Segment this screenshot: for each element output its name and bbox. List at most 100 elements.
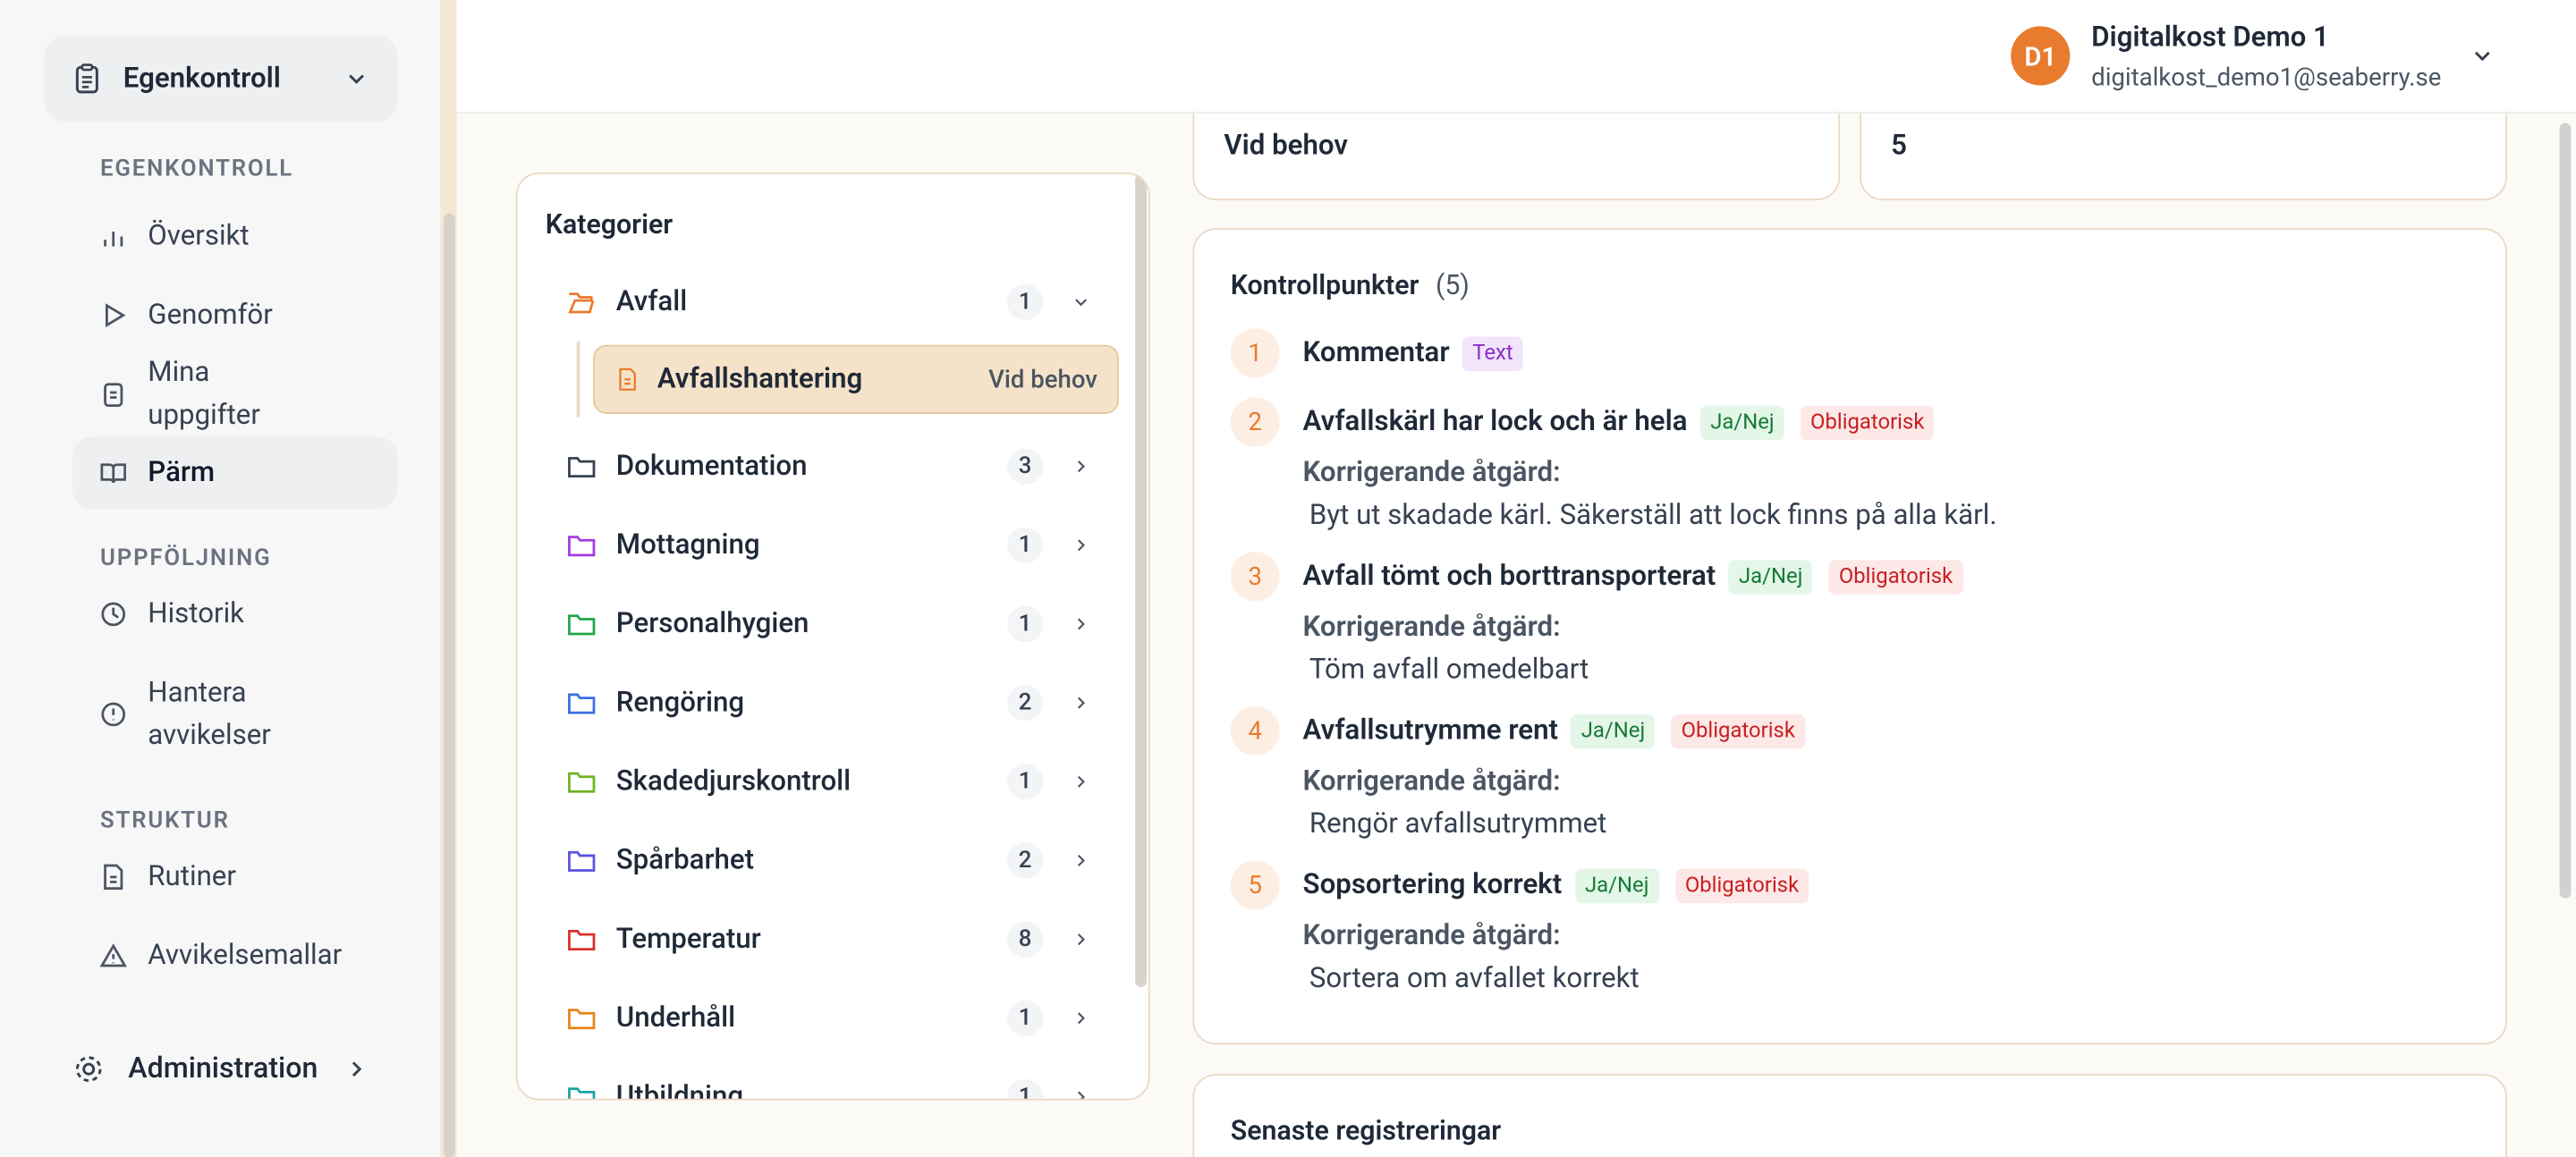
tag: Ja/Nej	[1571, 714, 1656, 748]
category-count: 8	[1006, 921, 1044, 958]
chevron	[1077, 1012, 1085, 1025]
scroll-thumb[interactable]	[1135, 173, 1148, 987]
module-name: Egenkontroll	[123, 62, 281, 96]
checkpoints-count: (5)	[1435, 271, 1470, 302]
action-label: Korrigerande åtgärd:	[1302, 764, 1561, 798]
category[interactable]: Avfall 1	[567, 263, 1089, 342]
chevron	[1077, 933, 1085, 946]
nav-icon	[104, 231, 123, 247]
folder-icon	[568, 614, 596, 636]
tag: Ja/Nej	[1728, 559, 1813, 594]
chevron	[349, 74, 364, 84]
clipboard-icon	[75, 63, 98, 94]
checkpoint-number: 2	[1230, 397, 1280, 447]
nav-icon	[104, 383, 123, 408]
category[interactable]: Rengöring 2	[567, 663, 1089, 742]
checkpoint-row: 5 Sopsortering korrekt Ja/Nej Obligatorisk	[1230, 860, 2479, 910]
chevron	[1077, 539, 1085, 552]
checkpoint-number: 3	[1230, 552, 1280, 602]
nav-heading: UPPFÖLJNING	[100, 545, 272, 572]
page-scroll-thumb[interactable]	[2559, 122, 2572, 899]
recent-title: Senaste registreringar	[1230, 1116, 1502, 1148]
nav-heading: STRUKTUR	[100, 807, 230, 835]
nav-label: Avvikelsemallar	[148, 939, 343, 973]
checkpoint-row: 1 Kommentar Text	[1230, 328, 2479, 378]
nav-label: Historik	[148, 597, 245, 631]
nav-label: Översikt	[148, 220, 250, 253]
category-count: 3	[1006, 448, 1044, 485]
nav-item[interactable]: Översikt	[72, 200, 398, 273]
admin-menu[interactable]: Administration	[72, 1040, 398, 1099]
folder-icon	[568, 536, 596, 557]
nav-icon	[100, 463, 126, 484]
nav-icon	[101, 602, 126, 627]
category[interactable]: Utbildning 1	[567, 1058, 1089, 1099]
routine[interactable]: Avfallshantering Vid behov	[593, 344, 1119, 414]
nav-heading: EGENKONTROLL	[100, 156, 293, 182]
category-count: 1	[1006, 1078, 1044, 1099]
action-label: Korrigerande åtgärd:	[1302, 611, 1561, 645]
nav-icon	[104, 864, 123, 891]
checkpoints-title: Kontrollpunkter	[1230, 271, 1419, 302]
nav-label: Genomför	[148, 299, 273, 333]
category-count: 1	[1006, 1000, 1044, 1036]
user-menu-chevron[interactable]	[2470, 45, 2494, 68]
checkpoint: 2 Avfallskärl har lock och är hela Ja/Nej O…	[1230, 397, 2479, 533]
scroll-thumb[interactable]	[443, 213, 455, 1157]
category-name: Temperatur	[615, 923, 761, 956]
checkpoint-number: 4	[1230, 705, 1280, 756]
category[interactable]: Skadedjurskontroll 1	[567, 742, 1089, 821]
nav-label: Pärm	[148, 456, 216, 490]
action-text: Rengör avfallsutrymmet	[1309, 807, 1607, 841]
nav-icon	[101, 702, 126, 727]
tag: Obligatorisk	[1671, 714, 1805, 748]
category[interactable]: Underhåll 1	[567, 979, 1089, 1058]
tag: Obligatorisk	[1828, 559, 1963, 594]
nav-item[interactable]: Pärm	[72, 436, 398, 510]
category-count: 1	[1006, 283, 1044, 321]
chevron	[1077, 460, 1085, 473]
nav-item[interactable]: Mina uppgifter	[72, 357, 398, 432]
module-menu[interactable]: Egenkontroll	[44, 36, 398, 122]
category-count: 1	[1006, 527, 1044, 564]
nav-label: Hantera avvikelser	[148, 676, 271, 753]
folder-icon	[568, 772, 596, 793]
gear-icon	[75, 1056, 102, 1083]
category-name: Personalhygien	[615, 607, 809, 641]
action-text: Byt ut skadade kärl. Säkerställ att lock…	[1309, 499, 1997, 533]
checkpoint-title: Kommentar	[1302, 336, 1450, 370]
chevron	[1077, 697, 1085, 709]
category[interactable]: Dokumentation 3	[567, 427, 1089, 506]
checkpoint-row: 2 Avfallskärl har lock och är hela Ja/Nej O…	[1230, 397, 2479, 447]
category[interactable]: Temperatur 8	[567, 900, 1089, 979]
chevron	[1075, 299, 1088, 307]
chevron	[1077, 1091, 1085, 1099]
category[interactable]: Mottagning 1	[567, 506, 1089, 585]
info-value: Vid behov	[1224, 130, 1348, 163]
checkpoint-title: Avfallsutrymme rent	[1302, 714, 1559, 747]
nav-item[interactable]: Genomför	[72, 279, 398, 351]
nav-item[interactable]: Avvikelsemallar	[72, 920, 398, 992]
category[interactable]: Personalhygien 1	[567, 585, 1089, 663]
avatar[interactable]: D1	[2011, 26, 2071, 86]
nav-item[interactable]: Hantera avvikelser	[72, 657, 398, 773]
category[interactable]: Spårbarhet 2	[567, 821, 1089, 899]
routine-wrap: Avfallshantering Vid behov	[576, 342, 1119, 418]
nav-item[interactable]: Historik	[72, 578, 398, 651]
categories-title: Kategorier	[545, 210, 674, 242]
category-name: Avfall	[615, 285, 688, 319]
checkpoint: 4 Avfallsutrymme rent Ja/Nej Obligatorisk Ko…	[1230, 705, 2479, 841]
category-name: Rengöring	[615, 686, 745, 720]
nav: EGENKONTROLL Översikt Genomför Mina uppgift…	[0, 151, 440, 997]
user-email: digitalkost_demo1@seaberry.se	[2091, 62, 2442, 92]
folder-icon	[568, 457, 596, 478]
nav-item[interactable]: Rutiner	[72, 840, 398, 913]
action-label: Korrigerande åtgärd:	[1302, 919, 1561, 953]
folder-icon	[568, 930, 596, 951]
category-count: 1	[1006, 764, 1044, 800]
folder-icon	[568, 1087, 596, 1099]
category-name: Skadedjurskontroll	[615, 764, 852, 798]
recent-panel: Senaste registreringar	[1192, 1074, 2507, 1157]
folder-icon	[568, 292, 595, 314]
